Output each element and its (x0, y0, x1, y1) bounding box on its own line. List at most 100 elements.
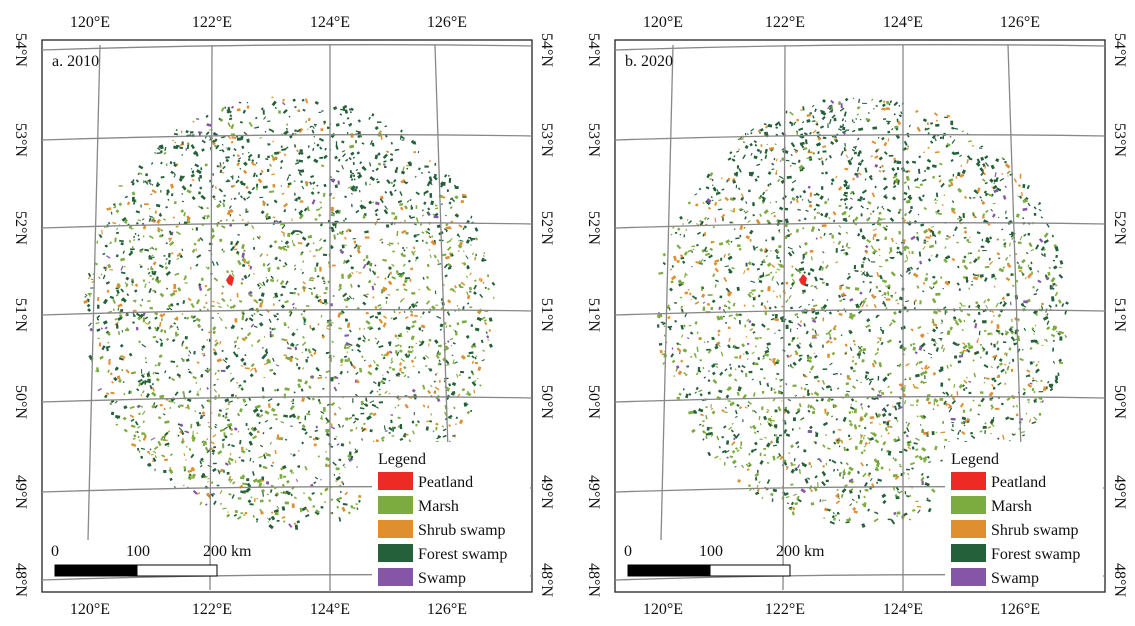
wetland-patch (480, 279, 482, 282)
wetland-patch (862, 103, 867, 104)
legend-title: Legend (378, 451, 426, 468)
wetland-patch (747, 343, 749, 345)
wetland-patch (238, 497, 242, 499)
wetland-patch (294, 180, 296, 181)
wetland-patch (396, 289, 399, 291)
wetland-patch (971, 284, 973, 285)
wetland-patch (786, 111, 788, 114)
wetland-patch (951, 422, 954, 423)
wetland-patch (389, 243, 393, 245)
wetland-patch (385, 297, 387, 299)
wetland-patch (221, 370, 226, 372)
wetland-patch (439, 380, 441, 383)
wetland-patch (776, 255, 778, 259)
wetland-patch (748, 190, 750, 192)
wetland-patch (909, 377, 911, 380)
wetland-patch (196, 228, 198, 231)
wetland-patch (842, 476, 843, 478)
wetland-patch (943, 135, 944, 139)
wetland-patch (686, 229, 687, 231)
wetland-patch (168, 253, 171, 258)
wetland-patch (343, 122, 345, 124)
wetland-patch (273, 303, 275, 305)
legend-label: Forest swamp (418, 546, 507, 563)
wetland-patch (173, 290, 177, 292)
scale-bar-black (55, 565, 137, 576)
wetland-patch (772, 498, 774, 501)
wetland-patch (809, 201, 812, 203)
lat-label-left: 54°N (12, 33, 29, 67)
wetland-patch (918, 239, 919, 241)
legend-swatch (378, 472, 413, 490)
lat-label-right: 51°N (538, 298, 555, 332)
wetland-patch (350, 456, 353, 459)
wetland-patch (166, 163, 168, 166)
wetland-patch (185, 336, 188, 339)
wetland-patch (962, 329, 964, 331)
wetland-patch (224, 195, 226, 197)
wetland-patch (398, 375, 400, 377)
wetland-patch (295, 525, 298, 530)
wetland-patch (779, 434, 782, 436)
wetland-patch (848, 273, 850, 275)
wetland-patch (308, 146, 310, 148)
wetland-patch (845, 206, 847, 208)
wetland-patch (854, 265, 856, 269)
wetland-patch (867, 208, 869, 209)
wetland-patch (843, 298, 846, 300)
wetland-patch (844, 192, 848, 194)
wetland-patch (269, 267, 271, 269)
wetland-patch (336, 141, 337, 146)
wetland-patch (683, 388, 685, 390)
wetland-patch (176, 303, 179, 306)
wetland-patch (1011, 369, 1014, 372)
wetland-patch (220, 503, 222, 505)
wetland-patch (743, 353, 744, 355)
wetland-patch (337, 181, 340, 185)
wetland-patch (886, 421, 889, 425)
wetland-patch (290, 292, 294, 294)
wetland-patch (657, 324, 659, 328)
wetland-patch (771, 237, 774, 241)
wetland-patch (361, 413, 365, 415)
wetland-patch (991, 343, 993, 346)
wetland-patch (293, 399, 295, 402)
wetland-patch (320, 479, 321, 480)
wetland-patch (793, 417, 796, 421)
wetland-patch (787, 176, 792, 179)
wetland-patch (807, 355, 809, 357)
wetland-patch (785, 208, 788, 211)
wetland-patch (489, 329, 491, 331)
wetland-patch (796, 132, 798, 135)
wetland-patch (354, 188, 357, 191)
wetland-patch (184, 282, 187, 283)
wetland-patch (361, 200, 362, 202)
wetland-patch (435, 291, 436, 294)
wetland-patch (469, 306, 472, 308)
wetland-patch (730, 367, 732, 369)
wetland-patch (889, 155, 894, 157)
wetland-patch (739, 248, 742, 251)
wetland-patch (719, 296, 722, 299)
wetland-patch (203, 443, 205, 446)
wetland-patch (430, 193, 433, 198)
wetland-patch (365, 182, 367, 186)
wetland-patch (164, 459, 168, 462)
wetland-patch (767, 286, 770, 291)
wetland-patch (1022, 349, 1023, 351)
wetland-patch (811, 502, 815, 505)
wetland-patch (897, 161, 898, 164)
wetland-patch (377, 121, 381, 123)
wetland-patch (409, 162, 412, 166)
wetland-patch (190, 267, 191, 269)
wetland-patch (829, 459, 831, 461)
lat-label-right: 48°N (538, 563, 555, 597)
wetland-patch (1028, 233, 1031, 236)
wetland-patch (724, 462, 726, 465)
wetland-patch (786, 325, 789, 329)
wetland-patch (85, 296, 87, 297)
wetland-patch (455, 423, 457, 424)
wetland-patch (759, 482, 760, 483)
wetland-patch (138, 239, 140, 241)
